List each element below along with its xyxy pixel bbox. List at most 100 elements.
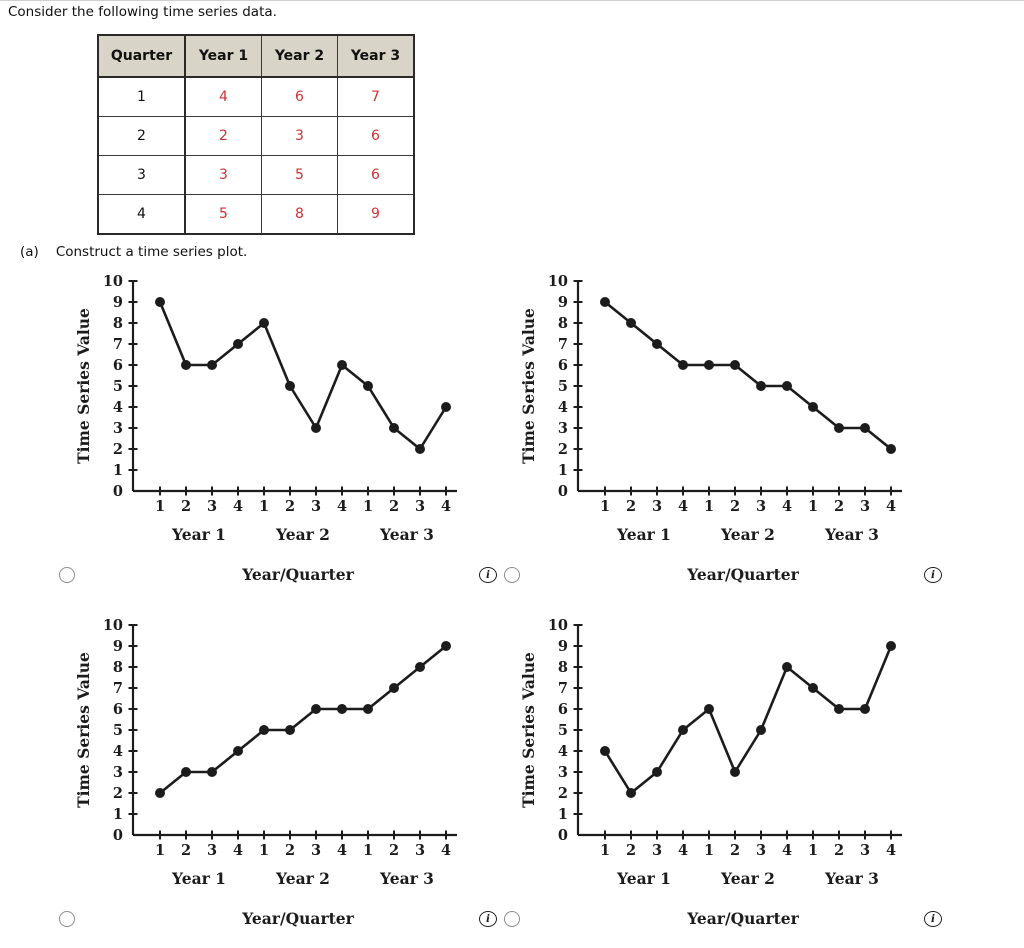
table-cell-value: 5	[184, 194, 262, 235]
svg-text:2: 2	[558, 441, 568, 458]
svg-text:6: 6	[558, 357, 568, 374]
svg-text:3: 3	[860, 842, 870, 859]
svg-text:2: 2	[389, 498, 399, 515]
svg-text:8: 8	[113, 659, 123, 676]
svg-text:2: 2	[730, 498, 740, 515]
svg-text:3: 3	[558, 420, 568, 437]
info-icon[interactable]: i	[924, 911, 942, 927]
svg-text:3: 3	[860, 498, 870, 515]
svg-text:2: 2	[558, 785, 568, 802]
info-icon[interactable]: i	[924, 567, 942, 583]
svg-text:1: 1	[558, 806, 568, 823]
svg-text:1: 1	[363, 498, 373, 515]
svg-text:4: 4	[678, 498, 688, 515]
x-axis-title: Year/Quarter	[242, 565, 354, 584]
svg-text:2: 2	[181, 842, 191, 859]
info-icon[interactable]: i	[479, 567, 497, 583]
table-cell-value: 8	[261, 194, 338, 235]
svg-text:7: 7	[558, 336, 568, 353]
svg-text:4: 4	[886, 842, 896, 859]
svg-text:9: 9	[113, 294, 123, 311]
svg-text:Year 1: Year 1	[616, 869, 671, 888]
svg-text:10: 10	[548, 617, 568, 634]
svg-text:4: 4	[782, 842, 792, 859]
svg-text:4: 4	[233, 498, 243, 515]
svg-text:3: 3	[756, 498, 766, 515]
svg-text:4: 4	[441, 498, 451, 515]
info-icon[interactable]: i	[479, 911, 497, 927]
svg-text:1: 1	[558, 462, 568, 479]
svg-text:4: 4	[337, 498, 347, 515]
table-cell-quarter: 2	[97, 116, 186, 156]
svg-text:4: 4	[782, 498, 792, 515]
svg-text:1: 1	[704, 498, 714, 515]
svg-text:5: 5	[558, 722, 568, 739]
svg-text:1: 1	[113, 806, 123, 823]
svg-text:8: 8	[558, 659, 568, 676]
svg-text:3: 3	[652, 842, 662, 859]
svg-text:2: 2	[285, 842, 295, 859]
svg-text:Year 2: Year 2	[720, 869, 775, 888]
svg-text:9: 9	[113, 638, 123, 655]
chart-option-2-radio[interactable]	[504, 567, 520, 583]
chart-option-3-radio[interactable]	[59, 911, 75, 927]
table-cell-value: 3	[184, 155, 262, 195]
table-cell-quarter: 4	[97, 194, 186, 235]
svg-text:0: 0	[113, 483, 123, 500]
svg-text:2: 2	[113, 785, 123, 802]
svg-text:3: 3	[113, 764, 123, 781]
table-cell-value: 6	[337, 116, 415, 156]
svg-text:10: 10	[103, 273, 123, 290]
svg-text:Year 1: Year 1	[171, 869, 226, 888]
svg-text:4: 4	[558, 399, 568, 416]
svg-text:1: 1	[704, 842, 714, 859]
table-cell-value: 3	[261, 116, 338, 156]
chart-option-3: 0 1 2 3 4 5 6 7 8 9 10 1 2 3 4 1 2 3 4 1 2 3 4 Year 1 Year 2 Year…	[55, 608, 500, 948]
svg-text:3: 3	[558, 764, 568, 781]
chart-footer: Year/Quarter i	[500, 564, 945, 590]
svg-text:7: 7	[113, 680, 123, 697]
svg-text:Year 3: Year 3	[379, 869, 434, 888]
svg-text:1: 1	[363, 842, 373, 859]
table-cell-value: 2	[184, 116, 262, 156]
svg-text:3: 3	[652, 498, 662, 515]
svg-text:4: 4	[233, 842, 243, 859]
svg-text:2: 2	[626, 842, 636, 859]
chart-option-1: 0 1 2 3 4 5 6 7 8 9 10 1 2 3 4 1 2 3 4 1 2 3 4 Year 1 Year 2 Year…	[55, 264, 500, 604]
svg-text:Year 2: Year 2	[275, 869, 330, 888]
svg-text:8: 8	[113, 315, 123, 332]
chart-option-1-radio[interactable]	[59, 567, 75, 583]
svg-text:Time Series Value: Time Series Value	[74, 308, 93, 464]
svg-text:2: 2	[285, 498, 295, 515]
svg-text:6: 6	[558, 701, 568, 718]
svg-text:Year 1: Year 1	[171, 525, 226, 544]
svg-text:1: 1	[155, 498, 165, 515]
svg-text:3: 3	[311, 498, 321, 515]
chart-footer: Year/Quarter i	[500, 908, 945, 934]
svg-text:1: 1	[259, 498, 269, 515]
svg-text:10: 10	[548, 273, 568, 290]
svg-text:4: 4	[558, 743, 568, 760]
svg-text:4: 4	[113, 743, 123, 760]
svg-text:2: 2	[389, 842, 399, 859]
table-row: 3 3 5 6	[97, 155, 415, 195]
part-a-question: (a) Construct a time series plot.	[20, 244, 247, 260]
svg-text:1: 1	[259, 842, 269, 859]
svg-text:3: 3	[756, 842, 766, 859]
chart-option-4-radio[interactable]	[504, 911, 520, 927]
svg-text:1: 1	[600, 842, 610, 859]
part-a-text: Construct a time series plot.	[55, 244, 248, 260]
svg-text:6: 6	[113, 701, 123, 718]
svg-text:4: 4	[441, 842, 451, 859]
svg-text:2: 2	[730, 842, 740, 859]
svg-text:1: 1	[808, 498, 818, 515]
svg-text:7: 7	[558, 680, 568, 697]
svg-text:9: 9	[558, 294, 568, 311]
svg-text:2: 2	[181, 498, 191, 515]
svg-text:3: 3	[207, 842, 217, 859]
svg-text:1: 1	[113, 462, 123, 479]
svg-text:4: 4	[113, 399, 123, 416]
table-header-year2: Year 2	[261, 34, 338, 78]
